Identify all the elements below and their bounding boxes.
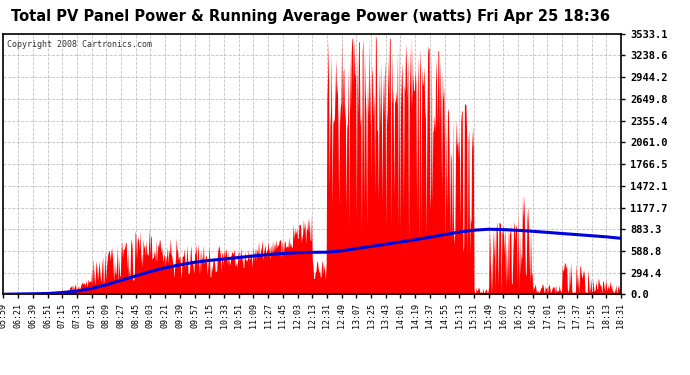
Text: Copyright 2008 Cartronics.com: Copyright 2008 Cartronics.com bbox=[6, 40, 152, 49]
Text: Total PV Panel Power & Running Average Power (watts) Fri Apr 25 18:36: Total PV Panel Power & Running Average P… bbox=[11, 9, 610, 24]
